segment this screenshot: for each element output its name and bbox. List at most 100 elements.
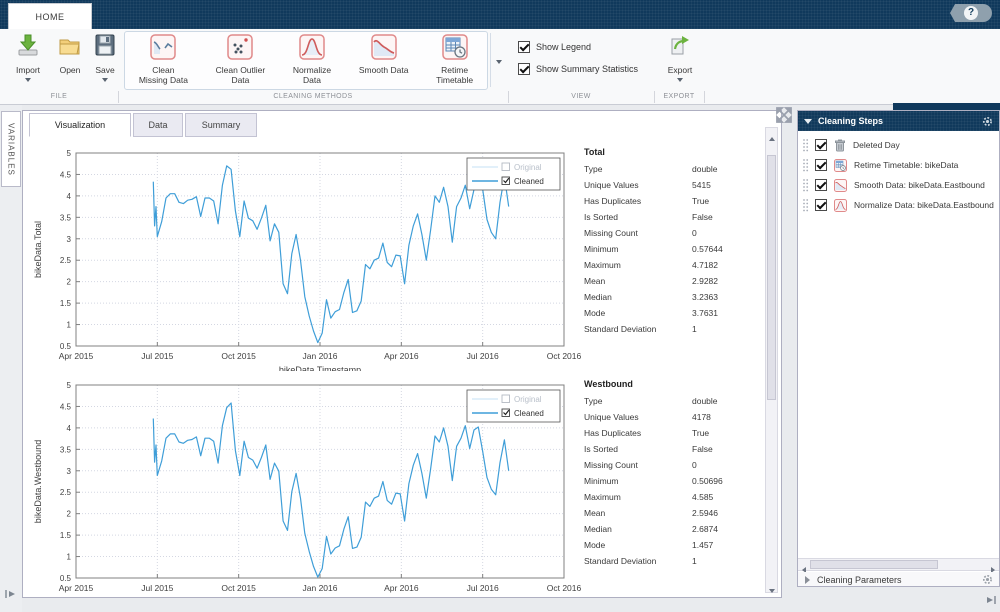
scroll-right-icon[interactable] — [989, 561, 997, 569]
stat-value: 1 — [692, 556, 697, 572]
tab-visualization[interactable]: Visualization — [29, 113, 131, 137]
tab-data-label: Data — [148, 120, 167, 130]
chart-legend[interactable]: OriginalCleaned — [467, 158, 560, 190]
cleaning-methods-dropdown[interactable] — [490, 33, 506, 87]
scrollbar-thumb[interactable] — [810, 560, 938, 569]
vertical-scrollbar[interactable] — [765, 127, 778, 593]
chevron-down-icon[interactable] — [25, 78, 31, 82]
cleaning-parameters-header[interactable]: Cleaning Parameters — [798, 572, 999, 587]
y-tick-label: 1.5 — [60, 531, 72, 540]
gear-icon[interactable] — [982, 574, 993, 585]
legend-label: Original — [514, 395, 542, 404]
cleaning-step-row[interactable]: Retime Timetable: bikeData — [798, 155, 999, 175]
cleaning-step-row[interactable]: Deleted Day — [798, 135, 999, 155]
x-tick-label: Jul 2016 — [467, 583, 499, 593]
stat-value: 0 — [692, 460, 697, 476]
help-button[interactable]: ? — [950, 4, 992, 22]
help-icon: ? — [964, 6, 978, 20]
retime-button[interactable]: RetimeTimetable — [433, 34, 476, 85]
gear-icon[interactable] — [982, 116, 993, 127]
export-icon — [667, 32, 693, 63]
drag-handle-icon[interactable] — [802, 198, 809, 213]
scroll-left-icon[interactable] — [800, 561, 808, 569]
cleaning-methods-section-label: CLEANING METHODS — [118, 90, 508, 104]
stat-label: Unique Values — [584, 180, 692, 196]
clean-outlier-button[interactable]: Clean OutlierData — [213, 34, 269, 85]
scroll-up-icon[interactable] — [768, 130, 776, 138]
stats-row: Mode1.457 — [584, 540, 764, 556]
drag-handle-icon[interactable] — [802, 138, 809, 153]
collapse-triangle-icon[interactable] — [804, 119, 812, 124]
checkbox-checked-icon[interactable] — [518, 41, 530, 53]
export-label: Export — [668, 65, 693, 75]
y-axis-label: bikeData.Total — [33, 221, 43, 278]
stat-label: Unique Values — [584, 412, 692, 428]
expand-panel-icon[interactable] — [775, 106, 793, 129]
stat-value: 3.2363 — [692, 292, 718, 308]
checkbox-checked-icon[interactable] — [518, 63, 530, 75]
step-checkbox[interactable] — [815, 199, 827, 211]
stat-value: 4178 — [692, 412, 711, 428]
scroll-down-icon[interactable] — [768, 582, 776, 590]
y-tick-label: 0.5 — [60, 574, 72, 583]
clean-missing-icon — [150, 34, 176, 65]
stats-row: Maximum4.7182 — [584, 260, 764, 276]
stat-value: double — [692, 164, 718, 180]
open-icon — [57, 32, 83, 63]
chevron-down-icon[interactable] — [102, 78, 108, 82]
sidebar-tab-variables[interactable]: VARIABLES — [1, 111, 21, 187]
section-divider — [508, 91, 509, 103]
step-checkbox[interactable] — [815, 179, 827, 191]
retime-icon — [834, 159, 847, 172]
y-tick-label: 2 — [67, 278, 72, 287]
drag-handle-icon[interactable] — [802, 178, 809, 193]
expand-triangle-icon[interactable] — [805, 576, 810, 584]
step-checkbox[interactable] — [815, 139, 827, 151]
y-tick-label: 5 — [67, 381, 72, 390]
cleaning-steps-header[interactable]: Cleaning Steps — [798, 111, 999, 131]
stat-label: Minimum — [584, 476, 692, 492]
stats-row: Mean2.9282 — [584, 276, 764, 292]
westbound-chart: 0.511.522.533.544.55Apr 2015Jul 2015Oct … — [31, 371, 586, 598]
legend-checkbox-unchecked[interactable] — [502, 163, 510, 171]
x-tick-label: Jan 2016 — [303, 351, 338, 361]
stat-label: Mean — [584, 276, 692, 292]
tab-home[interactable]: HOME — [8, 3, 92, 29]
smooth-data-button[interactable]: Smooth Data — [356, 34, 412, 85]
horizontal-scrollbar[interactable] — [798, 558, 999, 571]
stat-value: 1.457 — [692, 540, 713, 556]
dock-icon-bottom-left[interactable] — [4, 586, 17, 604]
stat-value: True — [692, 428, 709, 444]
dock-icon-bottom-right[interactable] — [984, 592, 997, 610]
step-checkbox[interactable] — [815, 159, 827, 171]
export-button[interactable]: Export — [660, 32, 700, 88]
stat-value: double — [692, 396, 718, 412]
x-tick-label: Oct 2015 — [221, 351, 256, 361]
save-button[interactable]: Save — [88, 32, 122, 88]
cleaning-step-row[interactable]: Smooth Data: bikeData.Eastbound — [798, 175, 999, 195]
legend-checkbox-unchecked[interactable] — [502, 395, 510, 403]
ribbon: Import Open Save CleanMissing Data Clean … — [0, 29, 1000, 105]
variables-tab-label: VARIABLES — [7, 123, 16, 176]
import-button[interactable]: Import — [8, 32, 48, 88]
stats-row: Is SortedFalse — [584, 212, 764, 228]
stat-value: 0.50696 — [692, 476, 723, 492]
cleaning-parameters-title: Cleaning Parameters — [817, 575, 982, 585]
chevron-down-icon[interactable] — [677, 78, 683, 82]
show-summary-statistics-checkbox[interactable]: Show Summary Statistics — [518, 63, 638, 75]
show-legend-checkbox[interactable]: Show Legend — [518, 41, 591, 53]
scrollbar-thumb[interactable] — [767, 155, 776, 400]
y-tick-label: 5 — [67, 149, 72, 158]
cleaning-step-row[interactable]: Normalize Data: bikeData.Eastbound — [798, 195, 999, 215]
stat-value: 4.585 — [692, 492, 713, 508]
clean-button[interactable]: CleanMissing Data — [136, 34, 191, 85]
open-button[interactable]: Open — [52, 32, 88, 88]
chart-legend[interactable]: OriginalCleaned — [467, 390, 560, 422]
tab-summary[interactable]: Summary — [185, 113, 257, 137]
normalize-button[interactable]: NormalizeData — [290, 34, 334, 85]
tab-data[interactable]: Data — [133, 113, 183, 137]
step-label: Normalize Data: bikeData.Eastbound — [854, 200, 994, 210]
document-panel: Visualization Data Summary 0.511.522.533… — [22, 110, 782, 598]
y-tick-label: 1 — [67, 321, 72, 330]
drag-handle-icon[interactable] — [802, 158, 809, 173]
